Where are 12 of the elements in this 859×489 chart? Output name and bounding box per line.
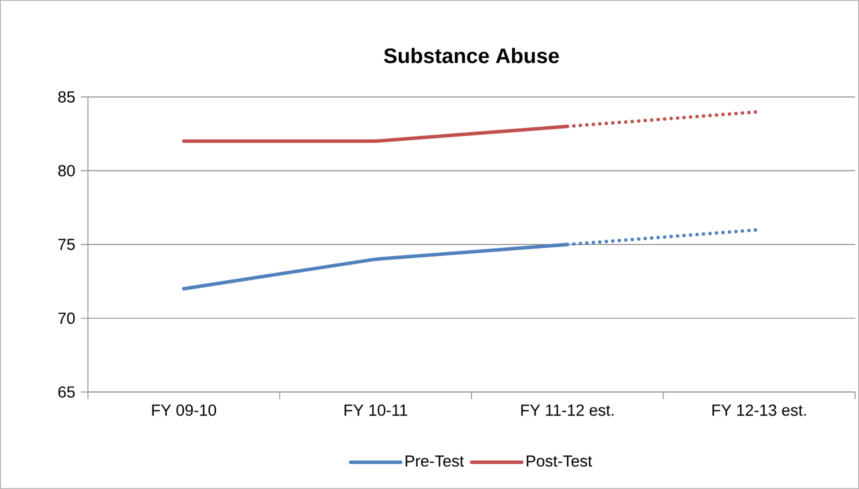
y-tick-label: 70 [58,312,75,324]
y-tick-label: 65 [58,386,75,398]
legend-label: Post-Test [526,456,592,467]
x-tick-label: FY 11-12 est. [521,404,614,416]
y-tick-label: 85 [58,91,75,103]
y-tick-label: 75 [58,238,75,250]
legend-label: Pre-Test [406,456,464,467]
x-tick-label: FY 10-11 [344,404,408,416]
y-tick-label: 80 [58,165,75,176]
chart-title: Substance Abuse [384,48,559,64]
x-tick-label: FY 12-13 est. [712,404,806,416]
x-tick-label: FY 09-10 [152,404,216,416]
